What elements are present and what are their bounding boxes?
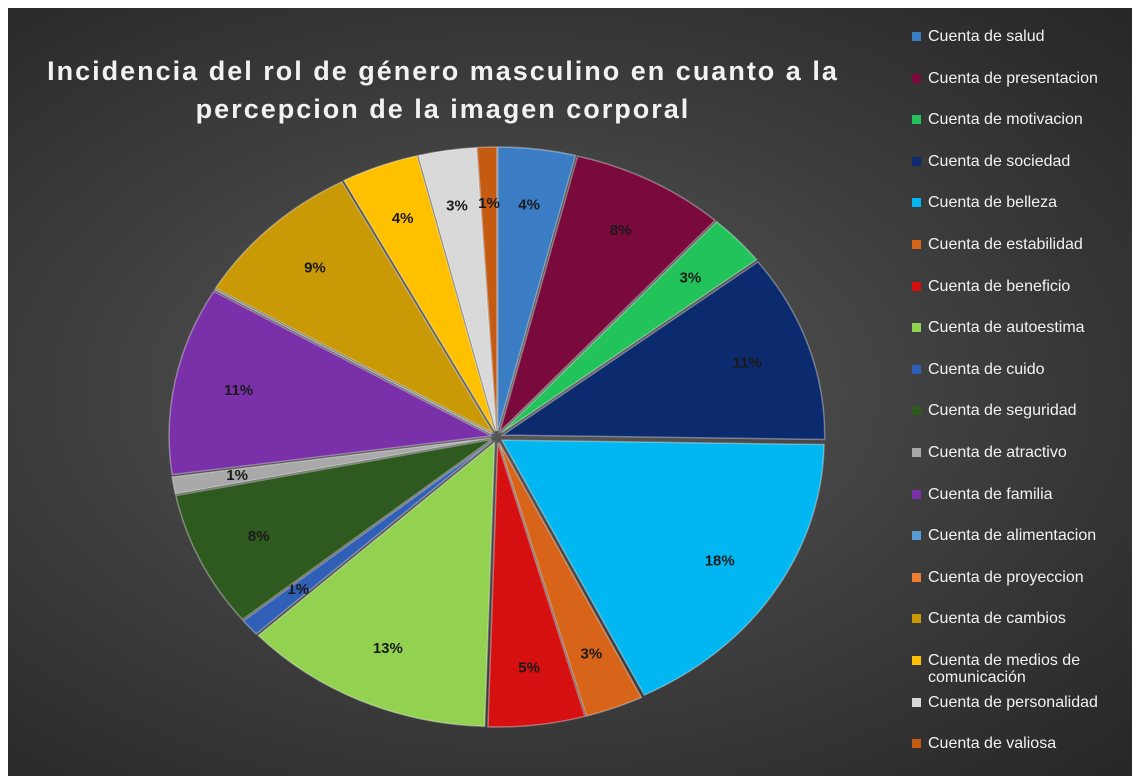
legend-label: Cuenta de motivacion xyxy=(928,111,1083,129)
slice xyxy=(168,290,494,476)
slice xyxy=(174,438,493,621)
data-label: 18% xyxy=(705,553,735,570)
slice xyxy=(171,437,492,495)
legend-label: Cuenta de belleza xyxy=(928,194,1057,212)
legend-swatch xyxy=(912,739,921,749)
slice xyxy=(242,440,493,635)
legend-label: Cuenta de presentacion xyxy=(928,69,1098,87)
legend-label: Cuenta de valiosa xyxy=(928,735,1057,753)
slice xyxy=(500,260,826,441)
data-label: 9% xyxy=(304,259,326,276)
legend-label: Cuenta de sociedad xyxy=(928,152,1071,170)
legend-swatch xyxy=(912,281,921,291)
legend-swatch xyxy=(912,572,921,582)
legend-swatch xyxy=(912,73,921,83)
slice xyxy=(342,154,496,432)
legend-swatch xyxy=(912,614,921,624)
data-label: 1% xyxy=(287,581,309,598)
legend-label: Cuenta de autoestima xyxy=(928,319,1085,337)
data-label: 11% xyxy=(733,355,762,372)
legend-label: Cuenta de alimentacion xyxy=(928,527,1097,545)
pie: 4% 8% 3% 11% 18% 3% 5% 13% 1% 8% 1% 11% 9% 4% 3% 1% xyxy=(168,146,826,728)
legend-label: Cuenta de cambios xyxy=(928,610,1066,628)
legend-swatch xyxy=(912,448,921,457)
data-label: 3% xyxy=(680,269,702,286)
data-label: 3% xyxy=(446,197,468,214)
legend-swatch xyxy=(912,115,921,125)
legend-swatch xyxy=(912,489,921,499)
legend-label: Cuenta de cuido xyxy=(928,360,1045,378)
legend-label: Cuenta de beneficio xyxy=(928,277,1071,295)
slice xyxy=(496,146,577,432)
legend-label: Cuenta de proyeccion xyxy=(928,568,1084,586)
legend-label: Cuenta de personalidad xyxy=(928,693,1098,711)
legend-swatch xyxy=(912,198,921,208)
legend-label: Cuenta de atractivo xyxy=(928,444,1067,461)
data-label: 4% xyxy=(518,197,540,214)
legend-swatch xyxy=(912,697,921,707)
data-label: 1% xyxy=(478,195,500,212)
legend-swatch xyxy=(912,656,921,665)
legend-label: Cuenta de salud xyxy=(928,28,1045,45)
chart: Incidencia del rol de género masculino e… xyxy=(8,8,1132,776)
legend-label: Cuenta de medios de comunicación xyxy=(928,652,1081,686)
data-label: 5% xyxy=(518,659,540,676)
slice xyxy=(487,442,586,728)
legend-label: Cuenta de seguridad xyxy=(928,402,1077,420)
slice xyxy=(498,155,717,435)
legend-swatch xyxy=(912,531,921,541)
data-label: 1% xyxy=(226,467,248,484)
data-label: 8% xyxy=(248,528,270,545)
legend-label: Cuenta de familia xyxy=(928,485,1053,503)
data-label: 4% xyxy=(392,210,414,227)
legend-label: Cuenta de estabilidad xyxy=(928,236,1083,253)
slice xyxy=(214,288,493,435)
data-label: 13% xyxy=(373,640,403,657)
data-label: 8% xyxy=(610,222,632,239)
slice xyxy=(214,180,495,435)
legend-swatch xyxy=(912,240,921,249)
slice xyxy=(417,146,497,432)
data-label: 3% xyxy=(580,646,602,663)
chart-title: Incidencia del rol de género masculino e… xyxy=(47,56,839,124)
data-label: 11% xyxy=(224,382,253,399)
slice xyxy=(500,439,825,696)
legend-swatch xyxy=(912,323,921,333)
legend-swatch xyxy=(912,32,921,41)
slice xyxy=(476,146,498,432)
slice xyxy=(214,288,493,435)
legend-swatch xyxy=(912,406,921,416)
slice xyxy=(500,220,758,434)
slice xyxy=(257,440,496,728)
legend-swatch xyxy=(912,156,921,166)
slice xyxy=(498,442,643,717)
legend-swatch xyxy=(912,364,921,374)
